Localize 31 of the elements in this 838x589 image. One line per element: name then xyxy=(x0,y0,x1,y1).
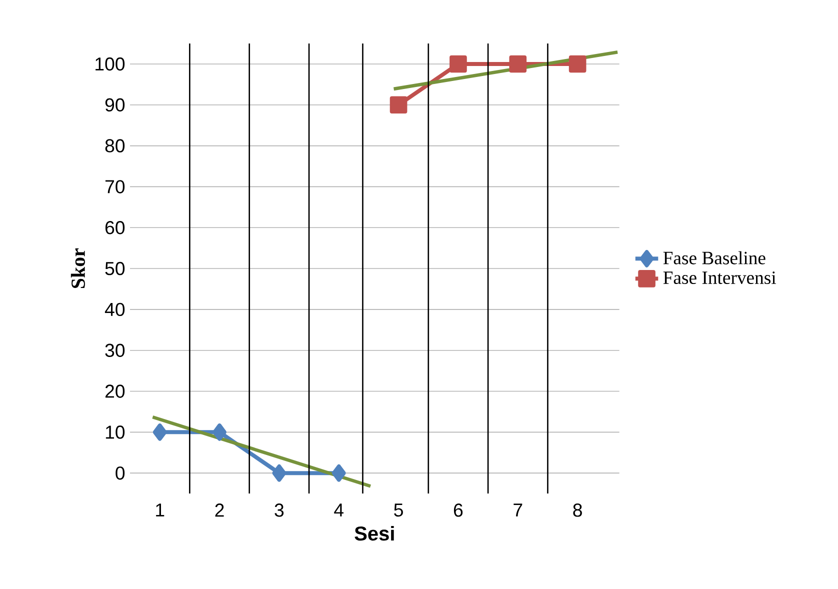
x-tick-label: 6 xyxy=(454,504,463,517)
y-tick-label: 40 xyxy=(104,302,125,316)
x-tick-label: 4 xyxy=(334,504,344,516)
y-tick-label: 30 xyxy=(105,344,125,357)
y-tick-label: 20 xyxy=(105,384,125,398)
y-tick-label: 0 xyxy=(116,466,125,480)
point xyxy=(212,424,227,441)
x-tick-label: 3 xyxy=(274,504,284,517)
x-tick-label: 8 xyxy=(573,504,582,517)
point xyxy=(152,424,167,441)
point xyxy=(332,464,346,482)
point xyxy=(272,464,286,482)
y-tick-label: 60 xyxy=(105,220,125,234)
legend-label: Fase Baseline xyxy=(663,251,766,264)
legend-label: Fase Intervensi xyxy=(663,271,776,284)
y-tick-label: 50 xyxy=(105,262,125,276)
y-tick-label: 90 xyxy=(105,98,125,112)
x-tick-label: 1 xyxy=(156,504,164,516)
point xyxy=(390,96,408,114)
y-axis-title: Skor xyxy=(70,248,85,288)
x-tick-label: 7 xyxy=(514,504,522,516)
y-tick-label: 80 xyxy=(105,139,125,152)
x-axis-title: Sesi xyxy=(354,526,394,541)
point xyxy=(509,55,527,73)
x-tick-label: 5 xyxy=(394,504,403,517)
point xyxy=(568,55,586,73)
point xyxy=(450,55,467,73)
y-tick-label: 10 xyxy=(106,426,125,439)
y-tick-label: 70 xyxy=(105,180,125,194)
y-tick-label: 100 xyxy=(96,57,125,71)
x-tick-label: 2 xyxy=(215,504,224,517)
